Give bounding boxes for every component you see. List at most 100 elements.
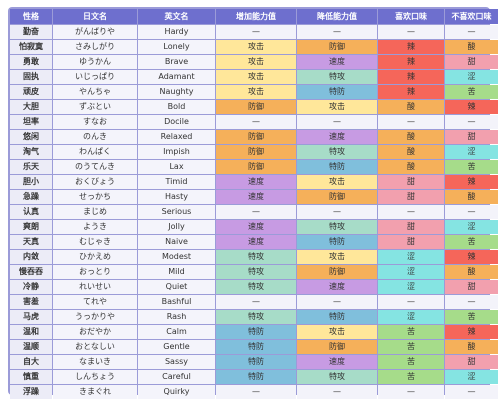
disliked-flavor-cell: 苦 (445, 85, 498, 99)
english-name-cell: Brave (138, 55, 215, 69)
header-nature: 性格 (10, 9, 52, 24)
table-row: 急躁 せっかち Hasty 速度 防御甜酸 (10, 190, 498, 204)
english-name-cell: Naive (138, 235, 215, 249)
liked-flavor-cell: 酸 (378, 130, 444, 144)
decreased-stat-cell: 特攻 (297, 145, 377, 159)
increased-stat-cell: 攻击 (216, 85, 296, 99)
japanese-name-cell: うっかりや (53, 310, 137, 324)
japanese-name-cell: ずぶとい (53, 100, 137, 114)
table-row: 胆小 おくびょう Timid 速度 攻击甜辣 (10, 175, 498, 189)
english-name-cell: Quiet (138, 280, 215, 294)
decreased-stat-cell: 速度 (297, 55, 377, 69)
nature-cell: 急躁 (10, 190, 52, 204)
japanese-name-cell: むじゃき (53, 235, 137, 249)
table-row: 慎重 しんちょう Careful 特防 特攻苦涩 (10, 370, 498, 384)
english-name-cell: Calm (138, 325, 215, 339)
disliked-flavor-cell: 苦 (445, 160, 498, 174)
nature-cell: 马虎 (10, 310, 52, 324)
decreased-stat-cell: 攻击 (297, 250, 377, 264)
japanese-name-cell: やんちゃ (53, 85, 137, 99)
nature-cell: 坦率 (10, 115, 52, 129)
liked-flavor-cell: 酸 (378, 145, 444, 159)
liked-flavor-cell: 苦 (378, 325, 444, 339)
table-row: 坦率 すなお Docile — — — — (10, 115, 498, 129)
disliked-flavor-cell: 甜 (445, 280, 498, 294)
disliked-flavor-cell: 苦 (445, 310, 498, 324)
liked-flavor-cell: 苦 (378, 355, 444, 369)
english-name-cell: Rash (138, 310, 215, 324)
increased-stat-cell: 特攻 (216, 265, 296, 279)
japanese-name-cell: きまぐれ (53, 385, 137, 399)
japanese-name-cell: おだやか (53, 325, 137, 339)
liked-flavor-cell: — (378, 385, 444, 399)
nature-cell: 固执 (10, 70, 52, 84)
english-name-cell: Docile (138, 115, 215, 129)
liked-flavor-cell: 苦 (378, 370, 444, 384)
increased-stat-cell: 速度 (216, 220, 296, 234)
english-name-cell: Quirky (138, 385, 215, 399)
decreased-stat-cell: — (297, 385, 377, 399)
nature-cell: 勇敢 (10, 55, 52, 69)
nature-cell: 害羞 (10, 295, 52, 309)
decreased-stat-cell: 防御 (297, 265, 377, 279)
decreased-stat-cell: 攻击 (297, 100, 377, 114)
table-row: 内敛 ひかえめ Modest 特攻 攻击涩辣 (10, 250, 498, 264)
increased-stat-cell: 攻击 (216, 40, 296, 54)
liked-flavor-cell: — (378, 115, 444, 129)
table-row: 淘气 わんぱく Impish 防御 特攻酸涩 (10, 145, 498, 159)
disliked-flavor-cell: 甜 (445, 130, 498, 144)
decreased-stat-cell: 特攻 (297, 220, 377, 234)
increased-stat-cell: 防御 (216, 145, 296, 159)
liked-flavor-cell: 酸 (378, 160, 444, 174)
header-japanese-name: 日文名 (53, 9, 137, 24)
decreased-stat-cell: 防御 (297, 40, 377, 54)
decreased-stat-cell: 特防 (297, 85, 377, 99)
increased-stat-cell: 特防 (216, 370, 296, 384)
japanese-name-cell: のんき (53, 130, 137, 144)
liked-flavor-cell: 涩 (378, 310, 444, 324)
english-name-cell: Bashful (138, 295, 215, 309)
english-name-cell: Naughty (138, 85, 215, 99)
nature-cell: 内敛 (10, 250, 52, 264)
english-name-cell: Bold (138, 100, 215, 114)
increased-stat-cell: 防御 (216, 130, 296, 144)
english-name-cell: Adamant (138, 70, 215, 84)
disliked-flavor-cell: 苦 (445, 235, 498, 249)
decreased-stat-cell: 速度 (297, 130, 377, 144)
liked-flavor-cell: 酸 (378, 100, 444, 114)
table-row: 爽朗 ようき Jolly 速度 特攻甜涩 (10, 220, 498, 234)
increased-stat-cell: 速度 (216, 190, 296, 204)
header-english-name: 英文名 (138, 9, 215, 24)
english-name-cell: Hardy (138, 25, 215, 39)
nature-cell: 温顺 (10, 340, 52, 354)
increased-stat-cell: 防御 (216, 160, 296, 174)
increased-stat-cell: 特防 (216, 340, 296, 354)
table-row: 浮躁 きまぐれ Quirky — — — — (10, 385, 498, 399)
table-row: 勇敢 ゆうかん Brave 攻击 速度辣甜 (10, 55, 498, 69)
english-name-cell: Serious (138, 205, 215, 219)
decreased-stat-cell: 防御 (297, 340, 377, 354)
japanese-name-cell: のうてんき (53, 160, 137, 174)
disliked-flavor-cell: — (445, 205, 498, 219)
decreased-stat-cell: 特攻 (297, 370, 377, 384)
english-name-cell: Impish (138, 145, 215, 159)
english-name-cell: Gentle (138, 340, 215, 354)
table-row: 乐天 のうてんき Lax 防御 特防酸苦 (10, 160, 498, 174)
decreased-stat-cell: 特防 (297, 160, 377, 174)
japanese-name-cell: がんばりや (53, 25, 137, 39)
liked-flavor-cell: — (378, 25, 444, 39)
nature-cell: 爽朗 (10, 220, 52, 234)
disliked-flavor-cell: 酸 (445, 265, 498, 279)
table-row: 温和 おだやか Calm 特防 攻击苦辣 (10, 325, 498, 339)
english-name-cell: Mild (138, 265, 215, 279)
disliked-flavor-cell: 甜 (445, 355, 498, 369)
nature-cell: 冷静 (10, 280, 52, 294)
disliked-flavor-cell: 酸 (445, 40, 498, 54)
liked-flavor-cell: 甜 (378, 190, 444, 204)
japanese-name-cell: まじめ (53, 205, 137, 219)
increased-stat-cell: — (216, 205, 296, 219)
table-row: 怕寂寞 さみしがり Lonely 攻击 防御辣酸 (10, 40, 498, 54)
table-row: 慢吞吞 おっとり Mild 特攻 防御涩酸 (10, 265, 498, 279)
disliked-flavor-cell: 涩 (445, 145, 498, 159)
english-name-cell: Relaxed (138, 130, 215, 144)
